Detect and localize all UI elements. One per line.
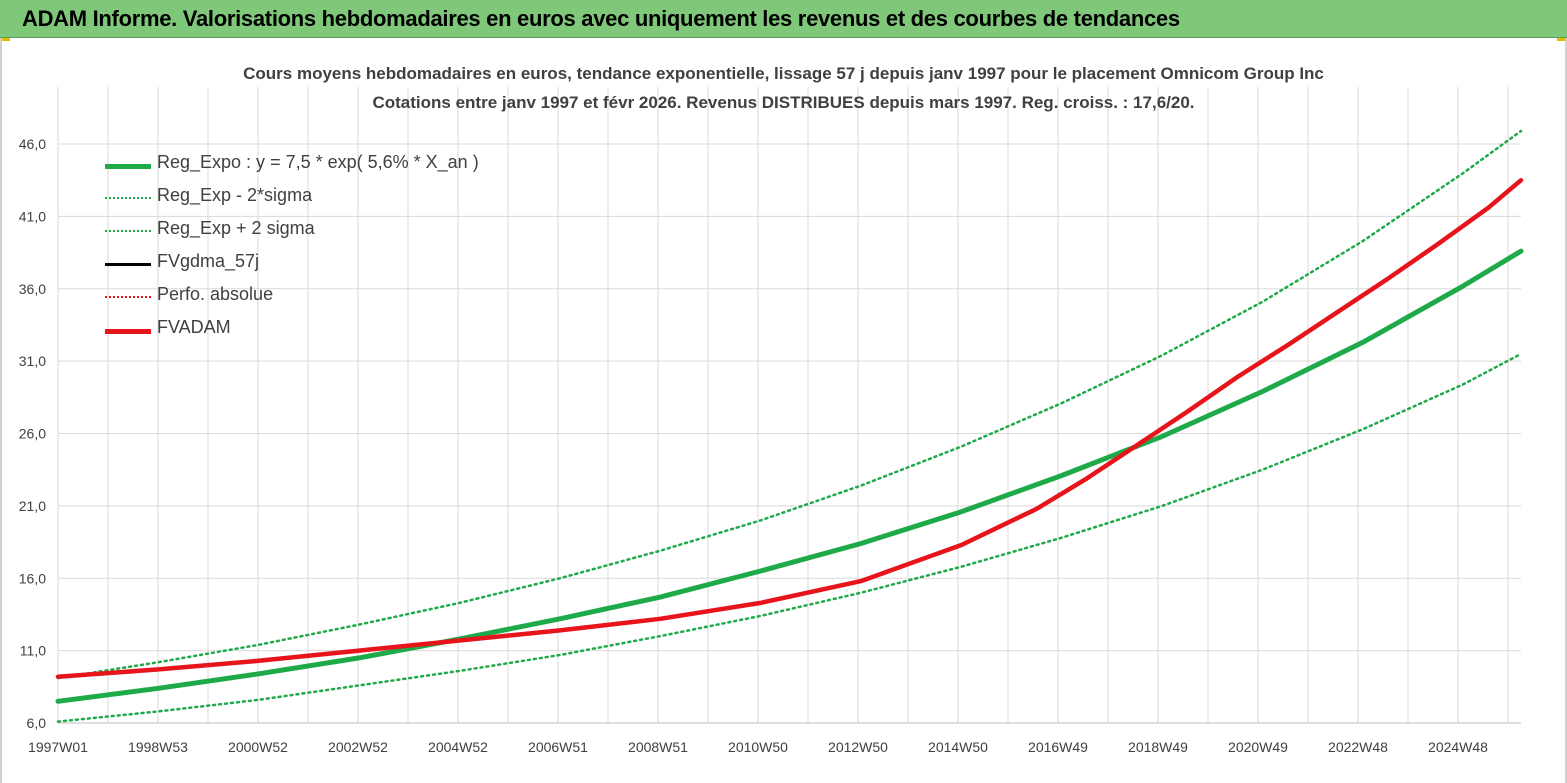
chart-frame [0, 38, 1567, 783]
legend-swatch [105, 263, 151, 266]
y-tick-label: 6,0 [27, 715, 47, 731]
series-reg-exp-plus-2sigma [56, 129, 1523, 680]
x-tick-label: 2020W49 [1228, 739, 1288, 755]
legend-label: Reg_Expo : y = 7,5 * exp( 5,6% * X_an ) [157, 152, 479, 172]
x-tick-label: 2022W48 [1328, 739, 1388, 755]
corner-mark-right [1557, 38, 1567, 41]
legend-swatch [105, 329, 151, 334]
y-tick-label: 31,0 [19, 353, 46, 369]
y-tick-label: 21,0 [19, 498, 46, 514]
x-tick-label: 1998W53 [128, 739, 188, 755]
x-tick-label: 2024W48 [1428, 739, 1488, 755]
legend-swatch [105, 164, 151, 169]
x-tick-label: 2016W49 [1028, 739, 1088, 755]
series-reg-expo [55, 248, 1524, 704]
y-tick-label: 16,0 [19, 570, 46, 586]
legend-swatch [105, 296, 151, 298]
y-tick-label: 41,0 [19, 208, 46, 224]
legend-label: Reg_Exp - 2*sigma [157, 185, 313, 205]
legend-label: FVADAM [157, 317, 231, 337]
x-tick-label: 2008W51 [628, 739, 688, 755]
series-reg-exp-minus-2sigma [56, 352, 1523, 723]
x-tick-label: 2010W50 [728, 739, 788, 755]
y-tick-label: 36,0 [19, 281, 46, 297]
y-tick-label: 26,0 [19, 426, 46, 442]
chart-title: Cours moyens hebdomadaires en euros, ten… [243, 64, 1324, 83]
x-tick-label: 2018W49 [1128, 739, 1188, 755]
legend-swatch [105, 230, 151, 232]
legend-swatch [105, 197, 151, 199]
legend-label: Perfo. absolue [157, 284, 274, 304]
banner-title: ADAM Informe. Valorisations hebdomadaire… [22, 6, 1180, 31]
x-tick-label: 1997W01 [28, 739, 88, 755]
x-tick-label: 2000W52 [228, 739, 288, 755]
banner: ADAM Informe. Valorisations hebdomadaire… [0, 0, 1567, 38]
x-tick-label: 2014W50 [928, 739, 988, 755]
x-tick-label: 2012W50 [828, 739, 888, 755]
y-tick-label: 11,0 [20, 643, 46, 659]
legend-label: FVgdma_57j [157, 251, 260, 271]
series-fvadam [55, 177, 1524, 679]
chart-subtitle: Cotations entre janv 1997 et févr 2026. … [372, 93, 1195, 112]
x-tick-label: 2004W52 [428, 739, 488, 755]
x-tick-label: 2002W52 [328, 739, 388, 755]
legend-label: Reg_Exp + 2 sigma [157, 218, 315, 238]
x-tick-label: 2006W51 [528, 739, 588, 755]
corner-mark-left [0, 38, 10, 41]
y-tick-label: 46,0 [19, 136, 46, 152]
